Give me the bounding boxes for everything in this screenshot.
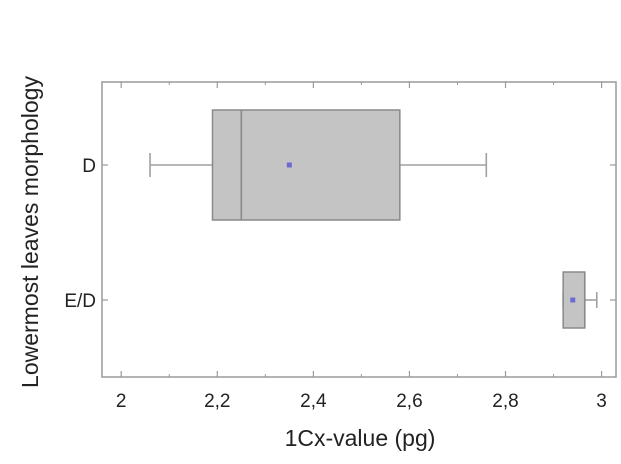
mean-marker (286, 162, 292, 168)
x-tick-label: 2,6 (396, 391, 422, 412)
x-tick-label: 2,8 (492, 391, 518, 412)
category-label: E/D (64, 291, 96, 312)
x-tick-label: 2,4 (300, 391, 327, 412)
box-iqr (211, 109, 401, 221)
x-tick-label: 2,2 (204, 391, 230, 412)
x-tick-label: 2 (116, 391, 127, 412)
y-axis-title: Lowermost leaves morphology (17, 76, 43, 388)
category-label: D (82, 156, 96, 177)
plot-frame (101, 81, 617, 378)
mean-marker (570, 297, 576, 303)
x-axis-title: 1Cx-value (pg) (285, 425, 436, 451)
x-tick-label: 3 (596, 391, 607, 412)
chart-marks: 2 2,2 2,4 2,6 2,8 3 D E/D (64, 82, 616, 412)
